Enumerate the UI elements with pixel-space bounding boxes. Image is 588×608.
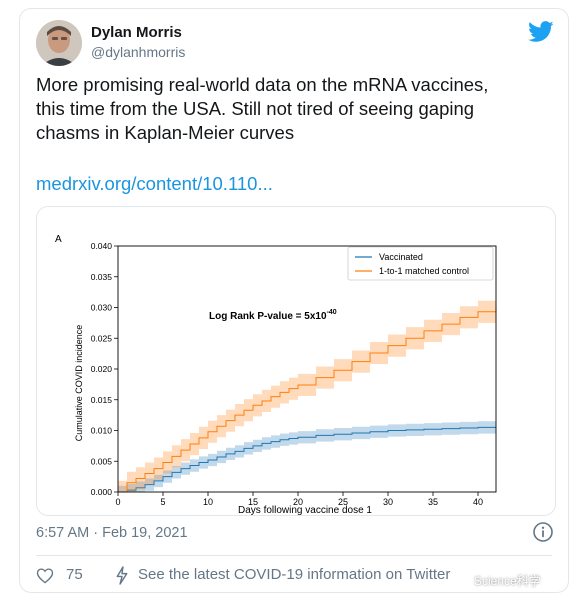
lightning-icon xyxy=(116,566,128,585)
legend: Vaccinated 1-to-1 matched control xyxy=(347,246,494,281)
author-handle[interactable]: @dylanhmorris xyxy=(91,44,186,60)
bird-icon[interactable] xyxy=(528,21,554,43)
tweet-card[interactable]: Dylan Morris @dylanhmorris More promisin… xyxy=(19,8,569,593)
x-tick-label: 10 xyxy=(203,497,213,507)
y-tick-label: 0.035 xyxy=(91,272,113,282)
x-tick-label: 25 xyxy=(338,497,348,507)
x-tick-label: 5 xyxy=(160,497,165,507)
x-axis-label: Days following vaccine dose 1 xyxy=(238,505,372,515)
y-tick-label: 0.010 xyxy=(91,426,113,436)
info-icon[interactable] xyxy=(532,521,554,543)
like-count[interactable]: 75 xyxy=(66,566,83,583)
avatar-photo xyxy=(36,20,82,66)
x-tick-label: 0 xyxy=(115,497,120,507)
plot-area: 0 5 10 15 20 25 30 35 40 0.000 0.005 0.010 0.015 0.02… xyxy=(91,241,497,507)
x-tick-label: 15 xyxy=(248,497,258,507)
series-line-vaccinated xyxy=(118,426,496,493)
y-tick-label: 0.020 xyxy=(91,364,113,374)
divider xyxy=(36,555,552,556)
heart-icon[interactable] xyxy=(36,567,54,584)
x-tick-label: 40 xyxy=(473,497,483,507)
series-line-control xyxy=(118,307,497,493)
legend-label-control: 1-to-1 matched control xyxy=(379,266,469,276)
timestamp[interactable]: 6:57 AM · Feb 19, 2021 xyxy=(36,525,188,541)
author-name[interactable]: Dylan Morris xyxy=(91,24,182,41)
article-link[interactable]: medrxiv.org/content/10.110... xyxy=(36,173,273,194)
x-tick-label: 35 xyxy=(428,497,438,507)
tweet-text: More promising real-world data on the mR… xyxy=(36,74,489,143)
panel-label: A xyxy=(55,234,62,245)
log-rank-annotation: Log Rank P-value = 5x10-40 xyxy=(209,309,337,322)
watermark: Science科学 xyxy=(474,574,541,588)
tweet-footer: 75 See the latest COVID-19 information o… xyxy=(36,565,566,587)
y-tick-label: 0.000 xyxy=(91,487,113,497)
avatar[interactable] xyxy=(36,20,82,66)
y-tick-label: 0.005 xyxy=(91,456,113,466)
x-tick-label: 20 xyxy=(293,497,303,507)
covid-info-link[interactable]: See the latest COVID-19 information on T… xyxy=(138,566,451,583)
x-tick-label: 30 xyxy=(383,497,393,507)
y-axis-label: Cumulative COVID incidence xyxy=(74,325,84,442)
ci-band-control xyxy=(118,296,496,492)
y-tick-label: 0.030 xyxy=(91,303,113,313)
km-chart: A 0 5 10 15 20 25 30 35 40 0.000 0.005 0.010 0.015 0.… xyxy=(55,234,497,515)
y-tick-label: 0.015 xyxy=(91,395,113,405)
chart-card[interactable]: A 0 5 10 15 20 25 30 35 40 0.000 0.005 0.010 0.015 0.… xyxy=(36,206,556,516)
legend-label-vaccinated: Vaccinated xyxy=(379,252,423,262)
y-tick-label: 0.040 xyxy=(91,241,113,251)
y-tick-label: 0.025 xyxy=(91,333,113,343)
